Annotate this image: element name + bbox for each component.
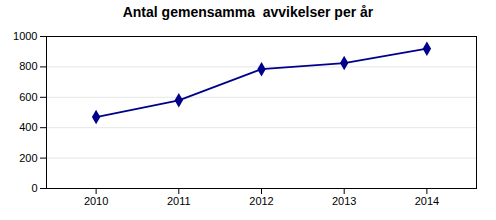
svg-text:1000: 1000 [13,30,37,42]
svg-text:800: 800 [19,60,37,72]
svg-text:600: 600 [19,91,37,103]
html-text:Antal gemensamma avvikelser pe: Antal gemensamma avvikelser per år [122,4,374,20]
svg-text:2013: 2013 [332,195,356,207]
svg-text:400: 400 [19,121,37,133]
svg-text:2011: 2011 [167,195,191,207]
svg-text:2014: 2014 [415,195,439,207]
svg-text:2010: 2010 [84,195,108,207]
svg-text:200: 200 [19,152,37,164]
svg-text:0: 0 [31,182,37,194]
svg-text:2012: 2012 [249,195,273,207]
